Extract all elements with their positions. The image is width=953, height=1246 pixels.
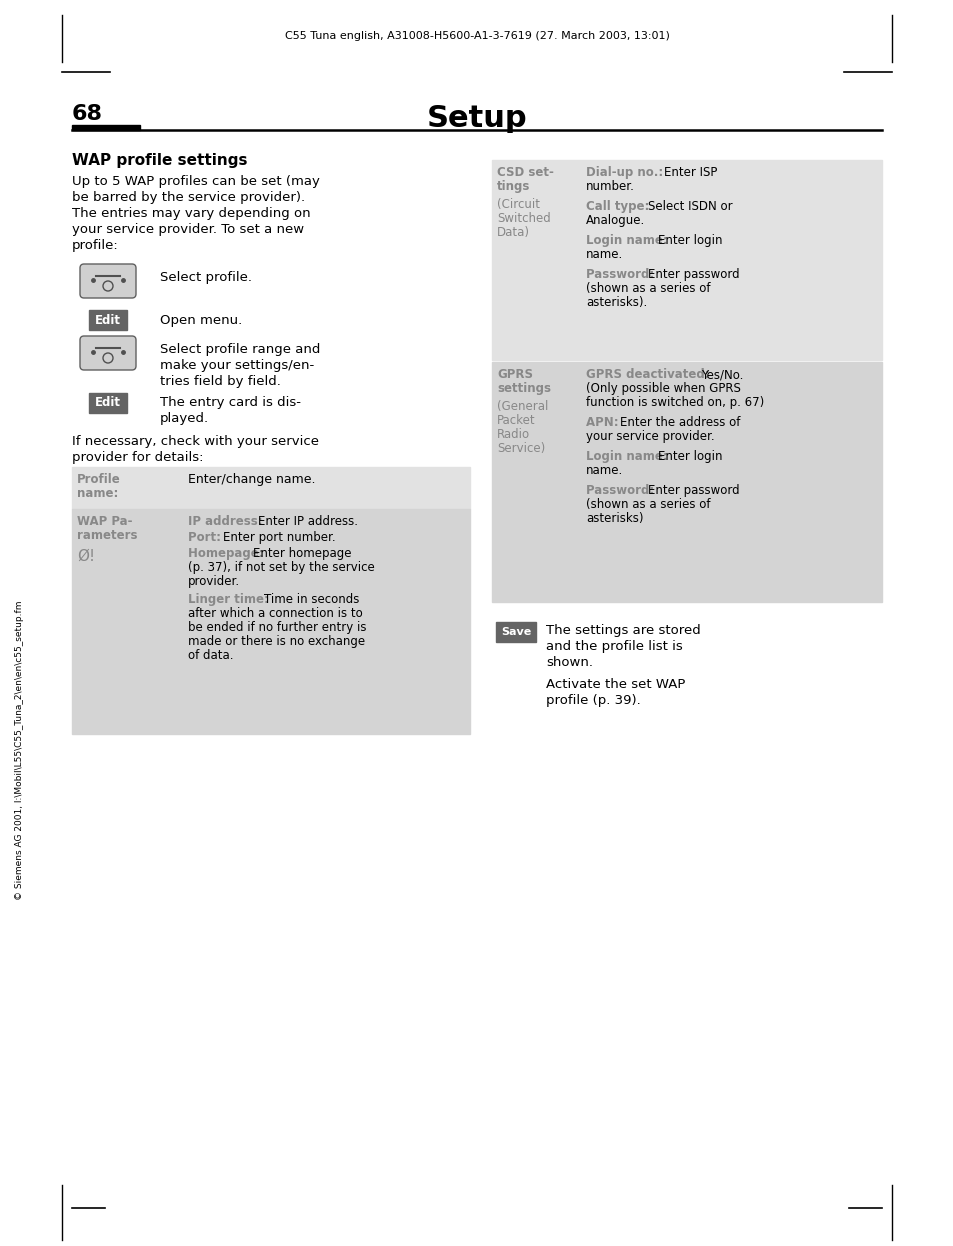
Text: provider for details:: provider for details: (71, 451, 203, 464)
Text: Setup: Setup (426, 103, 527, 133)
Text: Open menu.: Open menu. (160, 314, 242, 326)
Text: Select ISDN or: Select ISDN or (647, 201, 732, 213)
Text: name.: name. (585, 464, 622, 477)
Text: Call type:: Call type: (585, 201, 653, 213)
Text: Profile: Profile (77, 473, 121, 486)
Text: Enter/change name.: Enter/change name. (188, 473, 315, 486)
Text: Enter IP address.: Enter IP address. (257, 515, 357, 528)
Text: Password:: Password: (585, 483, 658, 497)
Text: Enter the address of: Enter the address of (619, 416, 740, 429)
Text: and the profile list is: and the profile list is (545, 640, 682, 653)
Text: profile (p. 39).: profile (p. 39). (545, 694, 640, 706)
Text: (p. 37), if not set by the service: (p. 37), if not set by the service (188, 561, 375, 574)
Text: asterisks): asterisks) (585, 512, 643, 525)
Text: Time in seconds: Time in seconds (264, 593, 359, 606)
Text: Yes/No.: Yes/No. (700, 368, 742, 381)
FancyBboxPatch shape (80, 264, 136, 298)
Text: Enter login: Enter login (658, 450, 721, 464)
FancyBboxPatch shape (80, 336, 136, 370)
Bar (71, 510, 470, 734)
Text: Activate the set WAP: Activate the set WAP (545, 678, 684, 692)
Text: Enter password: Enter password (647, 483, 739, 497)
Text: provider.: provider. (188, 574, 240, 588)
Text: © Siemens AG 2001, I:\Mobil\L55\C55_Tuna_2\en\en\c55_setup.fm: © Siemens AG 2001, I:\Mobil\L55\C55_Tuna… (15, 601, 25, 900)
Text: be barred by the service provider).: be barred by the service provider). (71, 191, 305, 204)
Text: your service provider. To set a new: your service provider. To set a new (71, 223, 304, 235)
Text: settings: settings (497, 383, 551, 395)
Text: (Circuit: (Circuit (497, 198, 539, 211)
Text: Select profile range and: Select profile range and (160, 343, 320, 356)
Text: Analogue.: Analogue. (585, 214, 644, 227)
Text: number.: number. (585, 179, 634, 193)
Text: The entry card is dis-: The entry card is dis- (160, 396, 301, 409)
Text: (Only possible when GPRS: (Only possible when GPRS (585, 383, 740, 395)
Text: be ended if no further entry is: be ended if no further entry is (188, 621, 366, 634)
Text: GPRS: GPRS (497, 368, 533, 381)
Text: Switched: Switched (497, 212, 550, 226)
Bar (89, 392, 127, 412)
Text: Dial-up no.:: Dial-up no.: (585, 166, 667, 179)
Text: If necessary, check with your service: If necessary, check with your service (71, 435, 318, 449)
Text: tries field by field.: tries field by field. (160, 375, 280, 388)
Text: name.: name. (585, 248, 622, 260)
Text: 68: 68 (71, 103, 103, 125)
Text: CSD set-: CSD set- (497, 166, 554, 179)
Text: Radio: Radio (497, 427, 530, 441)
Text: make your settings/en-: make your settings/en- (160, 359, 314, 373)
Bar (492, 363, 882, 602)
Text: Edit: Edit (95, 396, 121, 410)
Bar (496, 622, 536, 642)
Text: played.: played. (160, 412, 209, 425)
Text: asterisks).: asterisks). (585, 297, 646, 309)
Text: function is switched on, p. 67): function is switched on, p. 67) (585, 396, 763, 409)
Text: Ø!: Ø! (77, 549, 95, 564)
Text: The settings are stored: The settings are stored (545, 624, 700, 637)
Text: IP address:: IP address: (188, 515, 267, 528)
Bar (71, 125, 140, 130)
Text: The entries may vary depending on: The entries may vary depending on (71, 207, 311, 221)
Text: made or there is no exchange: made or there is no exchange (188, 635, 365, 648)
Text: shown.: shown. (545, 655, 593, 669)
Text: name:: name: (77, 487, 118, 500)
Text: C55 Tuna english, A31008-H5600-A1-3-7619 (27. March 2003, 13:01): C55 Tuna english, A31008-H5600-A1-3-7619… (284, 31, 669, 41)
Text: Select profile.: Select profile. (160, 270, 252, 284)
Text: Password:: Password: (585, 268, 658, 282)
Text: Linger time:: Linger time: (188, 593, 273, 606)
Text: Login name:: Login name: (585, 450, 671, 464)
Text: Service): Service) (497, 442, 545, 455)
Text: Login name:: Login name: (585, 234, 671, 247)
Text: Edit: Edit (95, 314, 121, 326)
Text: tings: tings (497, 179, 530, 193)
Text: (General: (General (497, 400, 548, 412)
Text: Homepage:: Homepage: (188, 547, 268, 559)
Text: Save: Save (500, 627, 531, 637)
Bar (71, 467, 470, 510)
Text: Enter homepage: Enter homepage (253, 547, 351, 559)
Text: WAP Pa-: WAP Pa- (77, 515, 132, 528)
Text: WAP profile settings: WAP profile settings (71, 153, 247, 168)
Text: Enter password: Enter password (647, 268, 739, 282)
Text: GPRS deactivated:: GPRS deactivated: (585, 368, 713, 381)
Text: Enter port number.: Enter port number. (223, 531, 335, 545)
Text: your service provider.: your service provider. (585, 430, 714, 444)
Text: after which a connection is to: after which a connection is to (188, 607, 362, 621)
Bar (492, 159, 882, 360)
Text: (shown as a series of: (shown as a series of (585, 498, 710, 511)
Text: Port:: Port: (188, 531, 225, 545)
Text: of data.: of data. (188, 649, 233, 662)
Text: Enter ISP: Enter ISP (663, 166, 717, 179)
Text: Data): Data) (497, 226, 530, 239)
Text: (shown as a series of: (shown as a series of (585, 282, 710, 295)
Text: profile:: profile: (71, 239, 118, 252)
Text: rameters: rameters (77, 530, 137, 542)
Bar (89, 310, 127, 330)
Text: Up to 5 WAP profiles can be set (may: Up to 5 WAP profiles can be set (may (71, 174, 319, 188)
Text: Enter login: Enter login (658, 234, 721, 247)
Text: Packet: Packet (497, 414, 535, 427)
Text: APN:: APN: (585, 416, 622, 429)
